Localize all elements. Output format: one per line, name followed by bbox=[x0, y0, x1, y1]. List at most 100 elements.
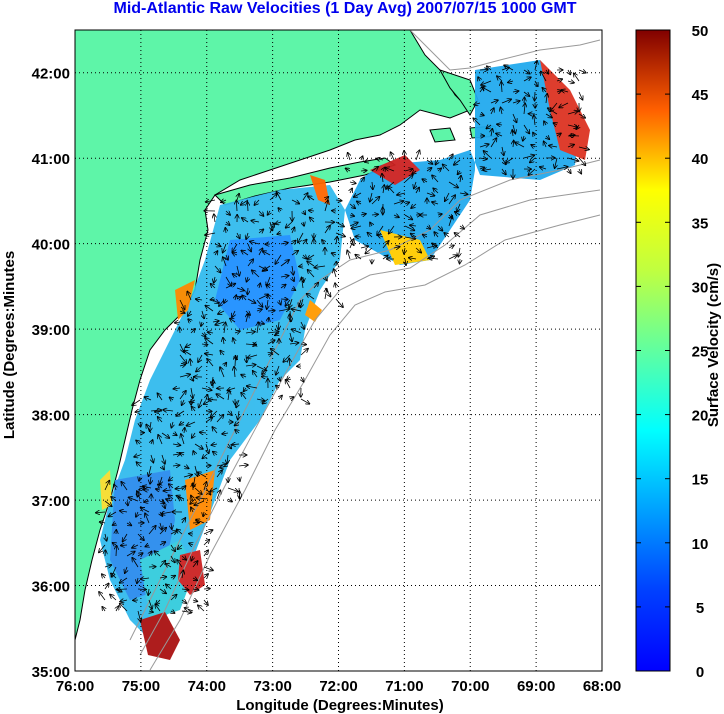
velocity-arrow bbox=[183, 466, 189, 468]
velocity-arrow bbox=[278, 309, 289, 311]
velocity-arrow bbox=[184, 351, 192, 356]
velocity-arrow bbox=[533, 133, 535, 136]
velocity-arrow bbox=[490, 100, 498, 103]
velocity-arrow bbox=[247, 355, 258, 358]
velocity-arrow bbox=[257, 322, 259, 334]
velocity-arrow bbox=[239, 477, 240, 481]
velocity-arrow bbox=[246, 232, 248, 239]
y-tick-label: 35:00 bbox=[32, 664, 70, 681]
velocity-arrow bbox=[298, 232, 304, 243]
velocity-arrow bbox=[457, 203, 460, 212]
velocity-arrow bbox=[275, 333, 279, 335]
velocity-arrow bbox=[187, 291, 192, 301]
velocity-arrow bbox=[432, 243, 439, 249]
velocity-arrow bbox=[301, 376, 304, 382]
y-tick-label: 42:00 bbox=[32, 66, 70, 83]
velocity-arrow bbox=[127, 500, 128, 505]
colorbar-tick-label: 5 bbox=[696, 600, 704, 617]
velocity-arrow bbox=[198, 605, 205, 612]
velocity-arrow bbox=[104, 481, 109, 491]
velocity-arrow bbox=[262, 365, 269, 374]
velocity-arrow bbox=[178, 544, 183, 549]
velocity-arrow bbox=[134, 455, 141, 457]
velocity-arrow bbox=[230, 318, 236, 322]
x-tick-label: 72:00 bbox=[319, 678, 357, 695]
velocity-arrow bbox=[181, 434, 185, 445]
velocity-arrow bbox=[200, 432, 207, 433]
velocity-arrow bbox=[241, 199, 249, 205]
velocity-arrow bbox=[423, 235, 427, 237]
velocity-arrow bbox=[182, 518, 185, 524]
velocity-arrow bbox=[422, 179, 428, 182]
velocity-arrow bbox=[512, 91, 519, 92]
velocity-arrow bbox=[161, 512, 172, 514]
velocity-arrow bbox=[335, 298, 343, 307]
velocity-arrow bbox=[247, 386, 258, 388]
y-tick-label: 40:00 bbox=[32, 237, 70, 254]
velocity-arrow bbox=[292, 265, 293, 275]
velocity-arrow bbox=[411, 234, 417, 237]
velocity-arrow bbox=[534, 115, 535, 126]
velocity-arrow bbox=[166, 584, 172, 590]
velocity-arrow bbox=[545, 114, 552, 118]
velocity-arrow bbox=[253, 344, 257, 345]
velocity-arrow bbox=[216, 394, 225, 400]
velocity-arrow bbox=[99, 592, 106, 601]
velocity-arrow bbox=[177, 529, 183, 535]
velocity-arrow bbox=[102, 607, 105, 611]
velocity-arrow bbox=[501, 82, 502, 93]
velocity-arrow bbox=[267, 294, 270, 300]
velocity-arrow bbox=[166, 499, 172, 501]
y-tick-labels: 35:00 36:00 37:00 38:00 39:00 40:00 41:00 42:00 bbox=[32, 66, 70, 681]
colorbar-tick-label: 30 bbox=[692, 279, 709, 296]
velocity-arrow bbox=[370, 223, 372, 226]
velocity-arrow bbox=[161, 432, 169, 438]
velocity-arrow bbox=[502, 146, 504, 155]
velocity-arrow bbox=[283, 354, 291, 362]
colorbar-tick-label: 50 bbox=[692, 23, 709, 40]
velocity-arrow bbox=[214, 244, 221, 246]
velocity-arrow bbox=[220, 351, 224, 356]
velocity-arrow bbox=[236, 399, 239, 407]
colorbar-tick-label: 20 bbox=[692, 408, 709, 425]
velocity-arrow bbox=[179, 354, 187, 363]
velocity-arrow bbox=[214, 214, 215, 223]
velocity-arrow bbox=[176, 410, 185, 416]
velocity-arrow bbox=[393, 215, 399, 217]
velocity-arrow bbox=[102, 574, 105, 578]
velocity-arrow bbox=[448, 216, 452, 227]
velocity-arrow bbox=[105, 533, 107, 541]
velocity-arrow bbox=[120, 577, 128, 583]
velocity-arrow bbox=[150, 421, 151, 431]
velocity-arrow bbox=[385, 168, 395, 172]
velocity-arrow bbox=[290, 397, 294, 399]
velocity-arrow bbox=[546, 94, 547, 104]
velocity-arrow bbox=[159, 528, 166, 535]
velocity-arrow bbox=[268, 353, 272, 355]
velocity-arrow bbox=[113, 523, 116, 525]
velocity-arrow bbox=[262, 398, 269, 404]
velocity-arrow bbox=[474, 103, 481, 105]
velocity-arrow bbox=[241, 393, 247, 400]
velocity-arrow bbox=[156, 489, 160, 490]
velocity-arrow bbox=[213, 452, 217, 455]
velocity-arrow bbox=[145, 513, 150, 524]
velocity-arrow bbox=[523, 155, 534, 158]
velocity-arrow bbox=[151, 440, 153, 444]
velocity-arrow bbox=[512, 130, 513, 137]
velocity-arrow bbox=[267, 340, 275, 345]
velocity-arrow bbox=[307, 294, 315, 300]
velocity-arrow bbox=[212, 427, 218, 434]
velocity-arrow bbox=[188, 319, 191, 322]
velocity-arrow bbox=[116, 589, 128, 590]
velocity-arrow bbox=[508, 81, 514, 82]
velocity-arrow bbox=[137, 533, 144, 540]
velocity-arrow bbox=[194, 487, 202, 494]
velocity-arrow bbox=[269, 223, 274, 234]
grid-lines bbox=[75, 30, 602, 671]
velocity-arrow bbox=[137, 577, 138, 583]
velocity-arrow bbox=[404, 214, 412, 219]
velocity-arrow bbox=[309, 210, 315, 211]
velocity-arrow bbox=[280, 260, 289, 267]
velocity-arrow bbox=[190, 400, 196, 402]
